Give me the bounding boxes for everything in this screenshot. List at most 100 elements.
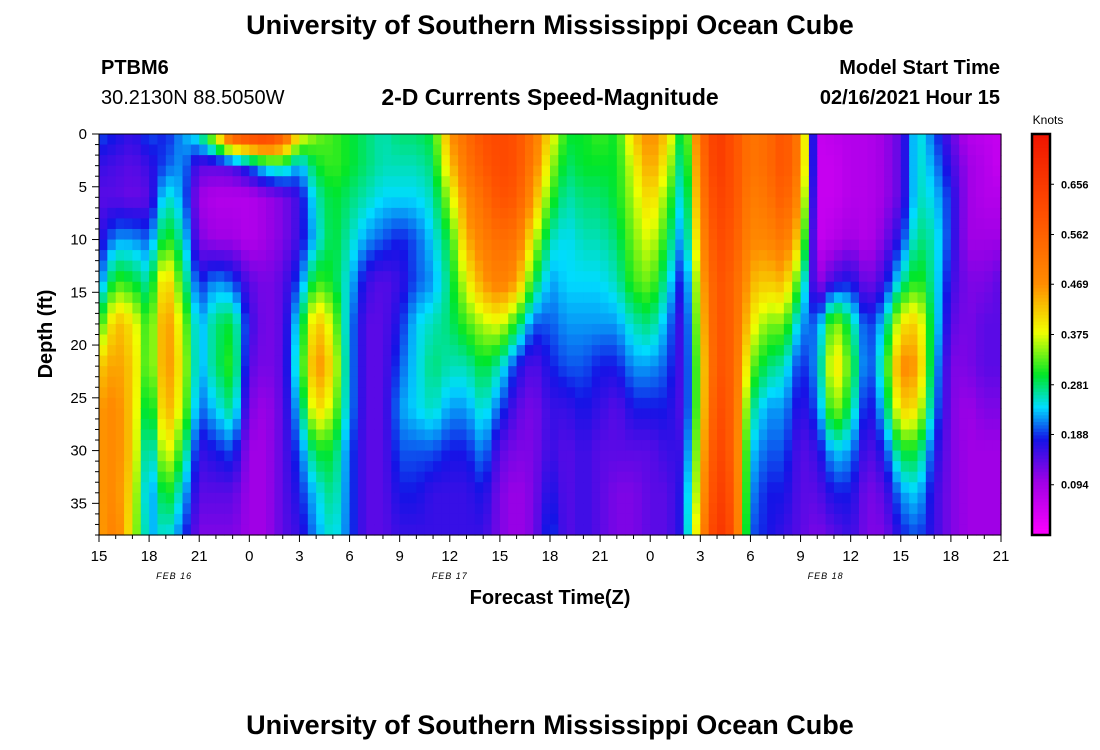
heatmap-cell <box>650 461 660 473</box>
heatmap-cell <box>817 355 827 367</box>
heatmap-cell <box>575 207 585 220</box>
heatmap-cell <box>316 450 326 462</box>
heatmap-cell <box>992 155 1002 167</box>
heatmap-cell <box>842 271 852 283</box>
heatmap-cell <box>758 429 768 441</box>
heatmap-cell <box>909 513 919 526</box>
heatmap-cell <box>575 450 585 462</box>
colorbar-swatch <box>1032 307 1050 312</box>
colorbar-swatch <box>1032 481 1050 486</box>
heatmap-cell <box>316 292 326 304</box>
heatmap-cell <box>575 302 585 314</box>
heatmap-cell <box>558 186 568 198</box>
heatmap-cell <box>934 503 944 515</box>
heatmap-cell <box>683 471 693 483</box>
heatmap-cell <box>391 345 401 357</box>
heatmap-cell <box>700 461 710 473</box>
heatmap-cell <box>959 239 969 251</box>
heatmap-cell <box>942 197 952 209</box>
heatmap-cell <box>859 524 868 536</box>
heatmap-cell <box>224 482 234 494</box>
heatmap-cell <box>808 366 818 378</box>
heatmap-cell <box>909 302 919 314</box>
heatmap-cell <box>742 503 752 515</box>
heatmap-cell <box>641 134 651 146</box>
heatmap-cell <box>441 313 451 325</box>
heatmap-cell <box>190 429 200 441</box>
heatmap-cell <box>140 492 150 504</box>
heatmap-cell <box>917 482 927 494</box>
heatmap-cell <box>959 376 969 388</box>
heatmap-cell <box>449 482 459 494</box>
heatmap-cell <box>524 260 534 272</box>
heatmap-cell <box>717 165 726 177</box>
heatmap-cell <box>733 207 743 220</box>
heatmap-cell <box>600 176 610 188</box>
heatmap-cell <box>140 271 150 283</box>
heatmap-cell <box>257 429 267 441</box>
heatmap-cell <box>892 271 902 283</box>
heatmap-cell <box>758 155 768 167</box>
heatmap-cell <box>324 271 334 283</box>
heatmap-cell <box>215 323 225 336</box>
heatmap-cell <box>808 355 818 367</box>
heatmap-cell <box>959 440 969 452</box>
heatmap-cell <box>274 250 284 262</box>
heatmap-cell <box>600 492 610 504</box>
heatmap-cell <box>257 418 267 431</box>
heatmap-cell <box>808 492 818 504</box>
heatmap-cell <box>691 450 701 462</box>
heatmap-cell <box>742 176 752 188</box>
heatmap-cell <box>240 260 250 272</box>
heatmap-cell <box>541 461 551 473</box>
colorbar-swatch <box>1032 381 1050 386</box>
heatmap-cell <box>508 334 518 346</box>
heatmap-cell <box>240 239 250 251</box>
heatmap-cell <box>683 345 693 357</box>
heatmap-cell <box>909 503 919 515</box>
heatmap-cell <box>691 387 701 399</box>
heatmap-cell <box>625 355 635 367</box>
heatmap-cell <box>215 144 225 156</box>
heatmap-cell <box>524 228 534 241</box>
heatmap-cell <box>700 134 710 146</box>
heatmap-cell <box>975 345 985 357</box>
heatmap-cell <box>658 186 668 198</box>
heatmap-cell <box>257 228 267 241</box>
heatmap-cell <box>800 492 810 504</box>
heatmap-cell <box>332 250 342 262</box>
heatmap-cell <box>675 524 685 536</box>
heatmap-cell <box>984 186 994 198</box>
heatmap-cell <box>207 450 217 462</box>
heatmap-cell <box>859 440 868 452</box>
heatmap-cell <box>408 334 417 346</box>
heatmap-cell <box>850 482 860 494</box>
heatmap-cell <box>934 418 944 431</box>
colorbar-swatch <box>1032 214 1050 219</box>
heatmap-cell <box>783 260 793 272</box>
heatmap-cell <box>508 292 518 304</box>
heatmap-cell <box>675 482 685 494</box>
heatmap-cell <box>833 492 843 504</box>
footer-title: University of Southern Mississippi Ocean… <box>246 710 854 740</box>
heatmap-cell <box>691 513 701 526</box>
heatmap-cell <box>524 292 534 304</box>
heatmap-cell <box>299 239 309 251</box>
heatmap-cell <box>382 524 392 536</box>
heatmap-cell <box>909 165 919 177</box>
heatmap-cell <box>257 376 267 388</box>
heatmap-cell <box>984 418 994 431</box>
heatmap-cell <box>867 176 877 188</box>
colorbar-swatch <box>1032 180 1050 185</box>
heatmap-cell <box>792 197 802 209</box>
heatmap-cell <box>884 492 894 504</box>
heatmap-cell <box>291 176 301 188</box>
heatmap-cell <box>274 144 284 156</box>
heatmap-cell <box>708 271 718 283</box>
heatmap-cell <box>616 302 626 314</box>
heatmap-cell <box>282 239 292 251</box>
heatmap-cell <box>566 207 576 220</box>
heatmap-cell <box>190 418 200 431</box>
heatmap-cell <box>959 387 969 399</box>
heatmap-cell <box>717 313 726 325</box>
